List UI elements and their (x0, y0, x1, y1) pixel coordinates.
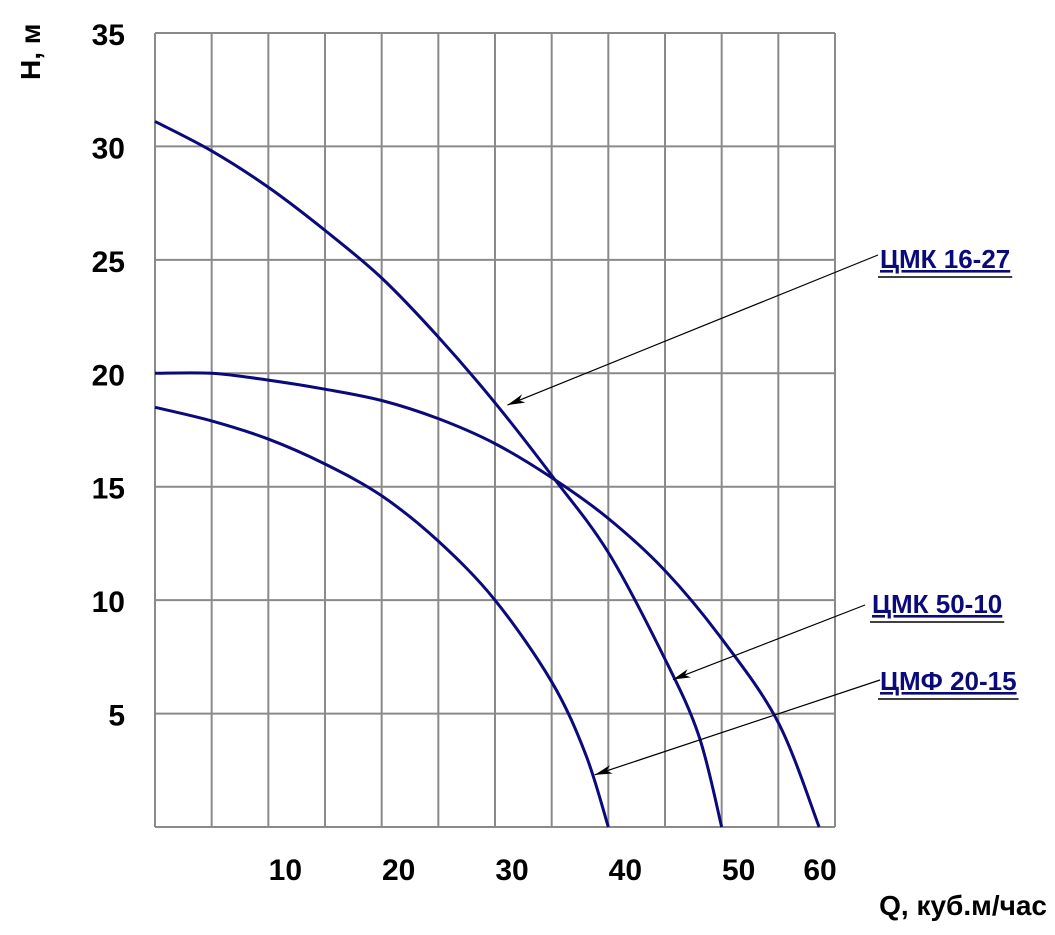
x-tick-label: 30 (495, 854, 528, 887)
y-tick-label: 15 (92, 473, 125, 506)
annotation-leader-line (672, 604, 866, 681)
series-curve-2 (154, 371, 821, 828)
y-tick-label: 25 (92, 246, 125, 279)
y-tick-label: 20 (92, 359, 125, 392)
x-tick-label: 10 (269, 854, 302, 887)
y-tick-label: 30 (92, 132, 125, 165)
x-tick-label: 60 (803, 854, 836, 887)
annotation-arrowhead (594, 765, 613, 775)
curves (154, 120, 821, 828)
grid (154, 32, 836, 828)
annotation-arrowhead (672, 669, 691, 680)
y-tick-label: 10 (92, 586, 125, 619)
y-tick-label: 5 (108, 700, 125, 733)
y-tick-label: 35 (92, 19, 125, 52)
annotations: ЦМК 16-27 ЦМК 50-10 ЦМФ 20-15 (507, 244, 1019, 776)
annotation-arrowhead (507, 394, 526, 406)
annotation-label: ЦМК 50-10 (872, 589, 1002, 619)
x-tick-label: 20 (382, 854, 415, 887)
annotation-leader-line (594, 679, 881, 776)
x-tick-label: 40 (609, 854, 642, 887)
x-tick-label: 50 (722, 854, 755, 887)
annotation-label: ЦМФ 20-15 (880, 666, 1017, 696)
series-curve-1 (154, 120, 724, 828)
tick-labels: 10 20 30 40 50 60 5 10 15 20 25 30 35 (92, 19, 837, 887)
annotation-label: ЦМК 16-27 (880, 244, 1010, 274)
annotation-leader-line (507, 254, 879, 406)
x-axis-label: Q, куб.м/час (879, 890, 1047, 921)
y-axis-label: H, м (15, 24, 46, 81)
series-curve-3 (154, 405, 610, 828)
